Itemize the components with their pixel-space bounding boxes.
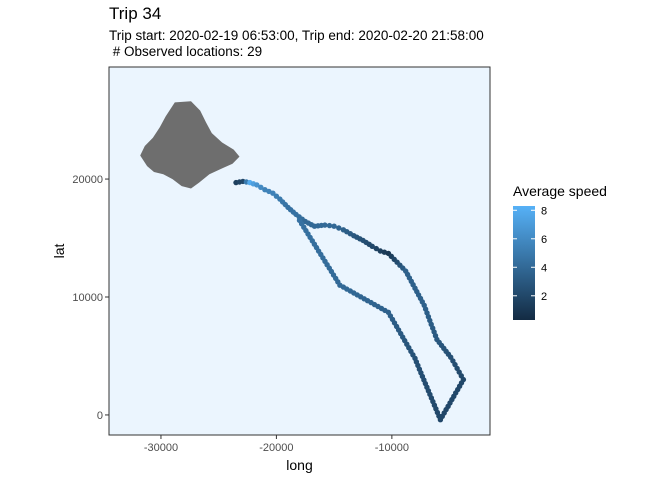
legend-colorbar	[513, 206, 535, 320]
track-point	[373, 245, 379, 252]
land-mass	[140, 101, 240, 189]
track-point	[258, 184, 264, 190]
track-point	[270, 190, 276, 196]
track-point	[331, 223, 337, 229]
y-tick-label: 10000	[72, 292, 103, 304]
legend-tick-label: 4	[541, 262, 547, 274]
track-point	[296, 217, 303, 224]
legend-title: Average speed	[513, 183, 607, 199]
x-tick-label: -20000	[259, 442, 293, 454]
y-axis-title: lat	[51, 244, 67, 259]
chart-subtitle: Trip start: 2020-02-19 06:53:00, Trip en…	[109, 28, 484, 59]
track-point	[254, 182, 260, 188]
track-point	[336, 225, 342, 231]
x-axis-title: long	[286, 457, 312, 473]
legend-tick-label: 8	[541, 205, 547, 217]
track-points	[233, 178, 467, 423]
y-tick-label: 0	[97, 410, 103, 422]
track-point	[377, 248, 383, 254]
x-tick-label: -10000	[375, 442, 409, 454]
track-point	[369, 243, 375, 249]
legend-tick-label: 2	[541, 291, 547, 303]
color-legend: Average speed 2 4 6 8	[513, 183, 607, 320]
track-point	[322, 222, 328, 228]
x-tick-label: -30000	[144, 442, 178, 454]
chart-title: Trip 34	[109, 4, 162, 23]
legend-tick-label: 6	[541, 234, 547, 246]
y-tick-label: 20000	[72, 174, 103, 186]
track-point	[326, 222, 333, 229]
